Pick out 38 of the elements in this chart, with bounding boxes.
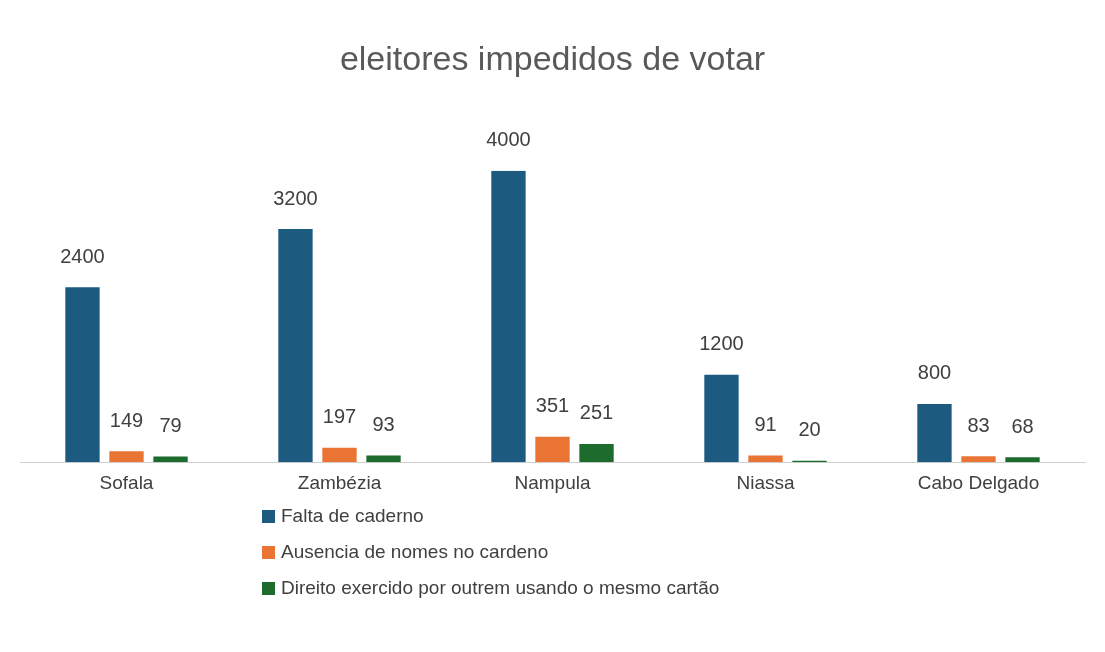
data-label: 251 [579, 401, 614, 424]
bar [109, 451, 144, 463]
data-label: 351 [535, 394, 570, 417]
data-label: 68 [1011, 414, 1034, 437]
x-tick-label: Zambézia [297, 471, 382, 493]
bar [961, 456, 996, 463]
bar [322, 447, 357, 463]
data-label: 800 [917, 361, 952, 384]
bar [366, 455, 401, 463]
bar [579, 443, 614, 463]
bar [278, 229, 313, 463]
bar [153, 456, 188, 463]
data-label: 83 [967, 413, 990, 436]
legend-label: Direito exercido por outrem usando o mesmo cartão [281, 577, 720, 599]
data-label: 1200 [699, 332, 744, 355]
bar [535, 436, 570, 463]
legend-label: Falta de caderno [281, 505, 424, 527]
data-label: 3200 [273, 186, 318, 209]
bar [491, 170, 526, 463]
bar [704, 374, 739, 463]
data-label: 149 [109, 408, 144, 431]
data-label: 20 [798, 418, 821, 441]
data-label: 4000 [486, 128, 531, 151]
bar [65, 287, 100, 463]
bar [917, 403, 952, 463]
data-label: 93 [372, 412, 395, 435]
data-label: 79 [159, 413, 182, 436]
x-tick-label: Cabo Delgado [917, 471, 1040, 493]
bar [1005, 457, 1040, 463]
x-tick-label: Sofala [99, 471, 154, 493]
chart-title: eleitores impedidos de votar [339, 38, 766, 77]
x-tick-label: Nampula [514, 471, 591, 493]
data-label: 2400 [60, 244, 105, 267]
x-tick-label: Niassa [736, 471, 795, 493]
legend-label: Ausencia de nomes no cardeno [281, 541, 549, 563]
data-label: 91 [754, 413, 777, 436]
bar [748, 455, 783, 463]
data-label: 197 [322, 405, 357, 428]
